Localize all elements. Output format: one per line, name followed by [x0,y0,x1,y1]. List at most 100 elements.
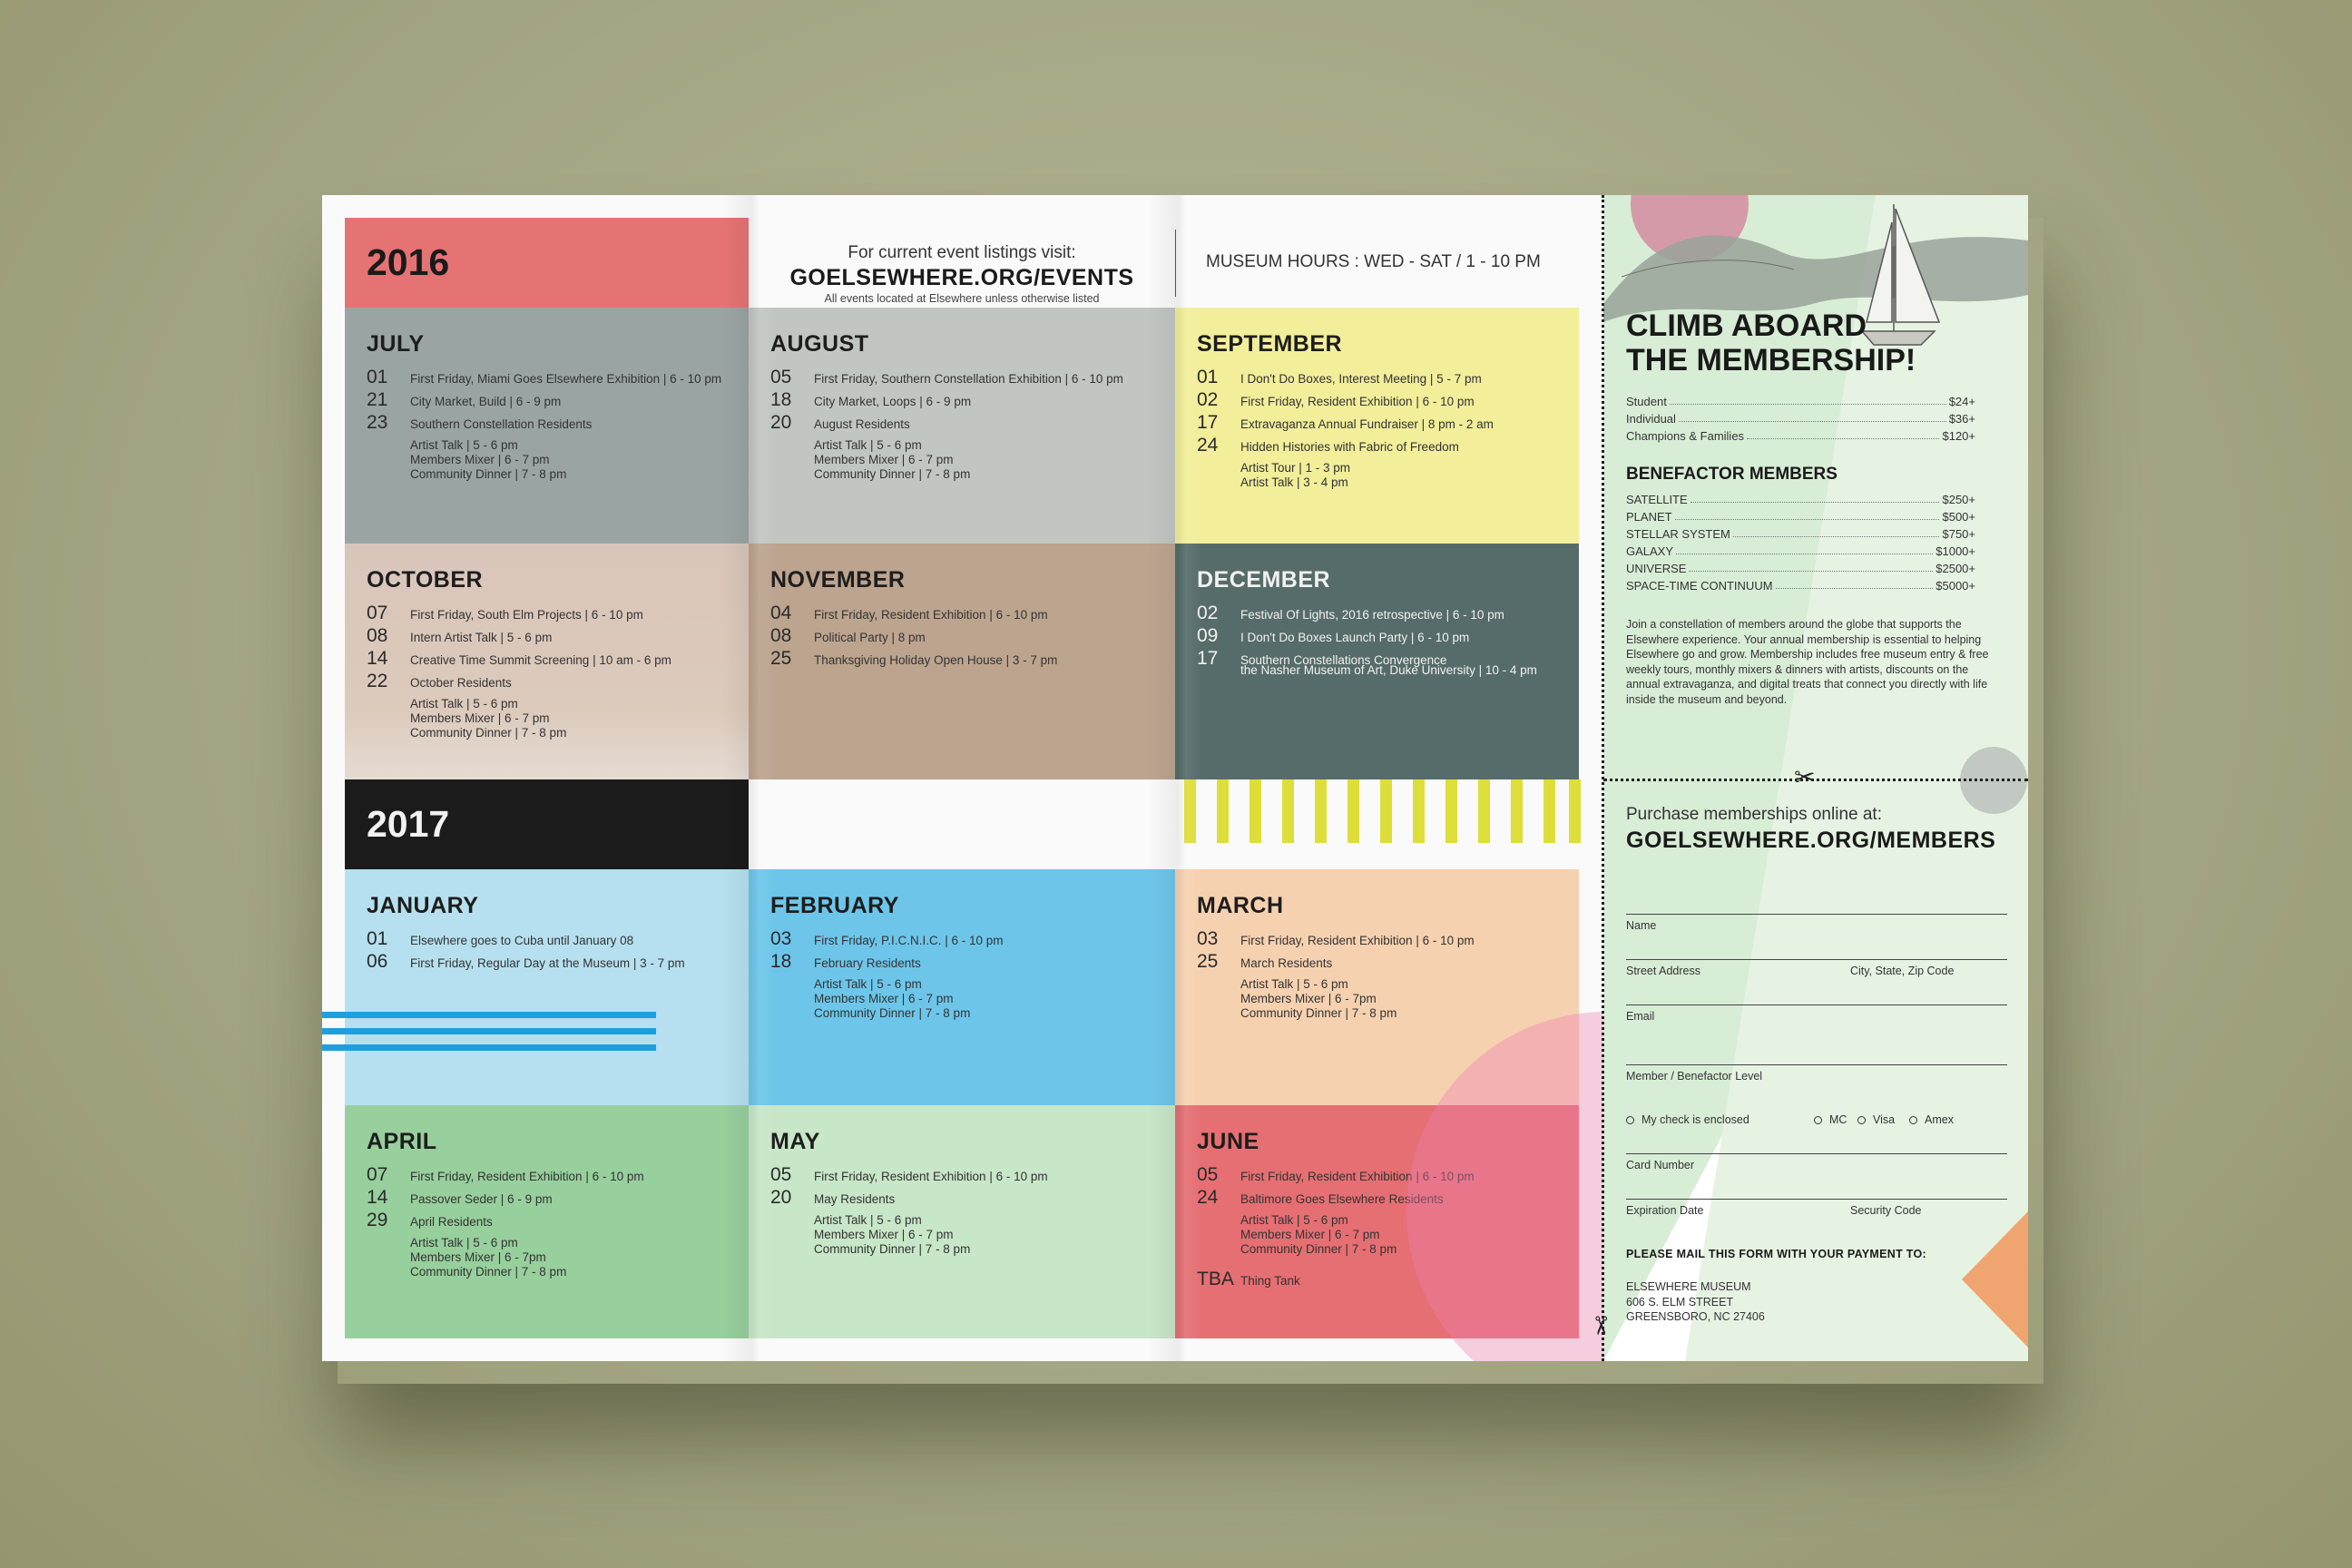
payment-amex[interactable]: Amex [1909,1113,1954,1126]
year-2017-banner: 2017 [345,779,749,869]
event-text: Southern Constellations Convergence [1240,653,1447,667]
event-text: City Market, Build | 6 - 9 pm [410,395,562,408]
event: 24 Baltimore Goes Elsewhere Residents [1197,1187,1570,1209]
month-september: SEPTEMBER 01 I Don't Do Boxes, Interest M… [1175,308,1579,544]
online-label: Purchase memberships online at: [1626,805,1882,824]
event: 05 First Friday, Southern Constellation E… [770,367,1166,388]
event: 24 Hidden Histories with Fabric of Freedo… [1197,435,1570,456]
event-text: First Friday, Resident Exhibition | 6 - … [1240,395,1475,408]
event: 23 Southern Constellation Residents [367,412,740,434]
tier-price: $36+ [1948,412,1975,426]
event: 08 Political Party | 8 pm [770,625,1166,647]
benefactor-price: $2500+ [1936,562,1975,575]
event-date: 05 [1197,1164,1219,1185]
event: 09 I Don't Do Boxes Launch Party | 6 - 10… [1197,625,1570,647]
card-field-line[interactable] [1626,1153,2007,1154]
membership-panel: CLIMB ABOARD THE MEMBERSHIP! Student $24+… [1603,195,2028,1361]
fold-shade [721,195,776,1361]
event-sub: Members Mixer | 6 - 7 pm [1240,1228,1380,1241]
mc-label: MC [1829,1113,1847,1126]
radio-icon[interactable] [1626,1116,1634,1125]
expiration-field-line[interactable] [1626,1199,2007,1200]
payment-mc[interactable]: MC [1814,1113,1847,1126]
brochure-sheet: 2016 For current event listings visit: G… [322,195,2028,1361]
email-field-line[interactable] [1626,1004,2007,1005]
event-text: Baltimore Goes Elsewhere Residents [1240,1192,1444,1206]
event: 14 Passover Seder | 6 - 9 pm [367,1187,740,1209]
payment-visa[interactable]: Visa [1857,1113,1895,1126]
events-header: For current event listings visit: GOELSE… [749,218,1175,308]
name-field-line[interactable] [1626,914,2007,915]
event-sub: Artist Talk | 5 - 6 pm [1240,1213,1348,1227]
event-date: 25 [1197,951,1219,972]
fold-shade [1148,195,1202,1361]
cut-line-vertical [1602,195,1604,1361]
members-url[interactable]: GOELSEWHERE.ORG/MEMBERS [1626,828,1996,853]
event: 01 Elsewhere goes to Cuba until January 0… [367,928,740,950]
event: 06 First Friday, Regular Day at the Museu… [367,951,740,973]
benefactor-price: $250+ [1942,493,1975,506]
event: 25 Thanksgiving Holiday Open House | 3 - … [770,648,1166,670]
event-sub: Members Mixer | 6 - 7 pm [410,453,550,466]
visa-label: Visa [1873,1113,1896,1126]
address-field-line[interactable] [1626,959,2007,960]
event: 05 First Friday, Resident Exhibition | 6 … [1197,1164,1570,1186]
level-field-line[interactable] [1626,1064,2007,1065]
event-text: Festival Of Lights, 2016 retrospective |… [1240,608,1504,622]
event: 17 Extravaganza Annual Fundraiser | 8 pm … [1197,412,1570,434]
benefactor-row: SPACE-TIME CONTINUUM $5000+ [1626,579,1975,593]
radio-icon[interactable] [1909,1116,1917,1125]
event-date: 18 [770,389,792,410]
membership-title: CLIMB ABOARD THE MEMBERSHIP! [1626,309,1916,377]
month-march: MARCH 03 First Friday, Resident Exhibitio… [1175,869,1579,1105]
benefactor-label: GALAXY [1626,544,1674,558]
event-tba: TBA Thing Tank [1197,1269,1570,1290]
blue-stripes [322,1012,656,1051]
street-label: Street Address [1626,965,1700,977]
membership-background-art [1603,195,2028,1361]
event-sub: Artist Tour | 1 - 3 pm [1240,461,1351,475]
tier-row: Champions & Families $120+ [1626,429,1975,443]
event-sub: Members Mixer | 6 - 7pm [1240,992,1377,1005]
event: 17 Southern Constellations Convergence [1197,648,1570,670]
radio-icon[interactable] [1857,1116,1866,1125]
hours-header: MUSEUM HOURS : WED - SAT / 1 - 10 PM [1177,218,1603,308]
event: 20 August Residents [770,412,1166,434]
tier-price: $24+ [1948,395,1975,408]
benefactor-row: SATELLITE $250+ [1626,493,1975,506]
event: 05 First Friday, Resident Exhibition | 6 … [770,1164,1166,1186]
month-title: APRIL [367,1129,437,1154]
year-2016-banner: 2016 [345,218,749,308]
month-title: MARCH [1197,893,1284,918]
tier-row: Individual $36+ [1626,412,1975,426]
event-date: 02 [1197,603,1219,623]
event-sub: Artist Talk | 5 - 6 pm [814,1213,922,1227]
payment-check[interactable]: My check is enclosed [1626,1113,1749,1126]
event-text: October Residents [410,676,512,690]
event-date: 29 [367,1210,388,1230]
benefactor-row: UNIVERSE $2500+ [1626,562,1975,575]
event-date: 20 [770,1187,792,1208]
event-date: 24 [1197,435,1219,456]
month-august: AUGUST 05 First Friday, Southern Constell… [749,308,1175,544]
event-date: 14 [367,648,388,669]
event-sub: the Nasher Museum of Art, Duke Universit… [1240,663,1537,677]
event-sub: Artist Talk | 5 - 6 pm [410,438,518,452]
event-sub: Community Dinner | 7 - 8 pm [410,726,567,740]
event-date: 09 [1197,625,1219,646]
event-text: First Friday, Resident Exhibition | 6 - … [1240,1170,1475,1183]
event-date: 23 [367,412,388,433]
event-date: 22 [367,671,388,691]
event-text: First Friday, Regular Day at the Museum … [410,956,685,970]
event-text: Passover Seder | 6 - 9 pm [410,1192,553,1206]
benefactor-price: $750+ [1942,527,1975,541]
event-text: Elsewhere goes to Cuba until January 08 [410,934,634,947]
radio-icon[interactable] [1814,1116,1822,1125]
event-sub: Members Mixer | 6 - 7 pm [814,1228,954,1241]
benefactor-row: GALAXY $1000+ [1626,544,1975,558]
event-text: First Friday, Resident Exhibition | 6 - … [1240,934,1475,947]
month-title: OCTOBER [367,567,484,593]
tier-label: Student [1626,395,1667,408]
event-sub: Artist Talk | 5 - 6 pm [814,977,922,991]
event-text: Intern Artist Talk | 5 - 6 pm [410,631,553,644]
